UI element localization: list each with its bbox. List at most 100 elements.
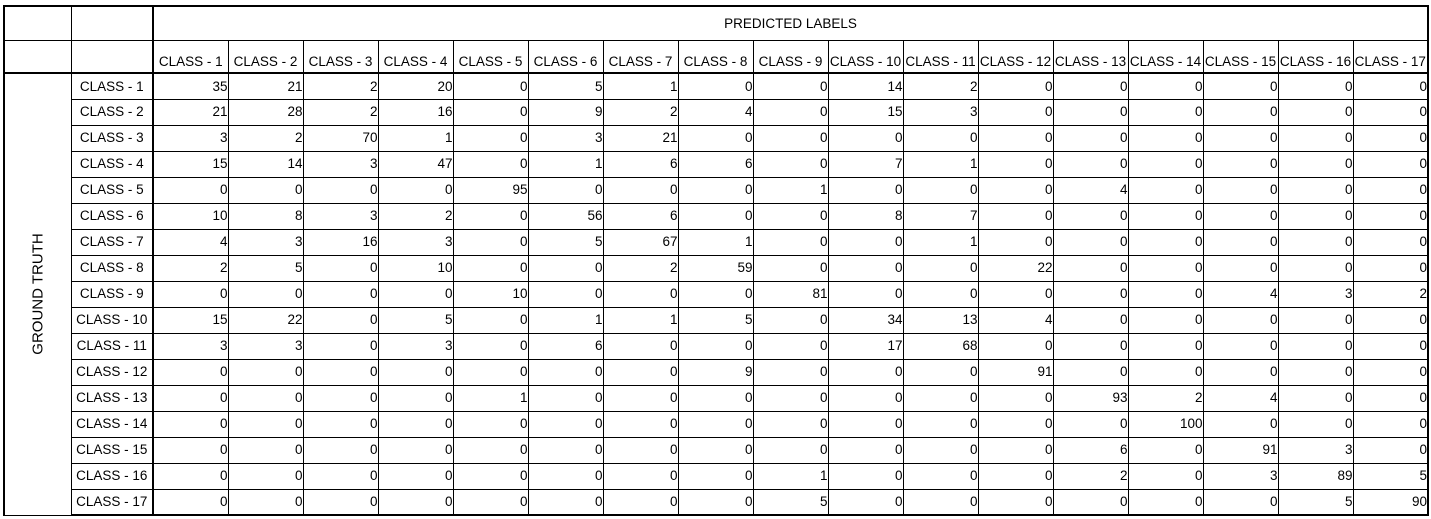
matrix-value-cell: 1 bbox=[453, 385, 529, 412]
matrix-value-cell: 0 bbox=[1353, 411, 1429, 438]
matrix-value-cell: 0 bbox=[1053, 489, 1129, 516]
matrix-value-cell: 0 bbox=[978, 333, 1054, 360]
matrix-value-cell: 0 bbox=[1278, 255, 1354, 282]
row-header: CLASS - 6 bbox=[71, 203, 154, 230]
row-header: CLASS - 10 bbox=[71, 307, 154, 334]
matrix-value-cell: 21 bbox=[603, 125, 679, 152]
matrix-value-cell: 91 bbox=[978, 359, 1054, 386]
matrix-value-cell: 0 bbox=[1353, 151, 1429, 178]
matrix-value-cell: 0 bbox=[978, 203, 1054, 230]
matrix-value-cell: 2 bbox=[153, 255, 229, 282]
matrix-value-cell: 0 bbox=[1203, 359, 1279, 386]
matrix-value-cell: 0 bbox=[903, 177, 979, 204]
matrix-value-cell: 0 bbox=[678, 73, 754, 100]
matrix-value-cell: 0 bbox=[528, 385, 604, 412]
matrix-value-cell: 2 bbox=[603, 255, 679, 282]
matrix-value-cell: 0 bbox=[1203, 125, 1279, 152]
matrix-value-cell: 0 bbox=[1353, 125, 1429, 152]
matrix-value-cell: 0 bbox=[1203, 255, 1279, 282]
matrix-value-cell: 0 bbox=[453, 151, 529, 178]
matrix-value-cell: 0 bbox=[678, 385, 754, 412]
matrix-value-cell: 0 bbox=[1128, 229, 1204, 256]
matrix-value-cell: 0 bbox=[603, 333, 679, 360]
matrix-value-cell: 89 bbox=[1278, 463, 1354, 490]
matrix-value-cell: 1 bbox=[528, 151, 604, 178]
matrix-value-cell: 0 bbox=[228, 463, 304, 490]
matrix-value-cell: 3 bbox=[303, 151, 379, 178]
matrix-value-cell: 0 bbox=[753, 229, 829, 256]
matrix-value-cell: 0 bbox=[1353, 437, 1429, 464]
matrix-value-cell: 0 bbox=[453, 203, 529, 230]
matrix-value-cell: 0 bbox=[228, 437, 304, 464]
matrix-value-cell: 0 bbox=[828, 411, 904, 438]
row-header: CLASS - 8 bbox=[71, 255, 154, 282]
matrix-value-cell: 6 bbox=[603, 151, 679, 178]
column-header: CLASS - 10 bbox=[828, 40, 904, 74]
matrix-value-cell: 0 bbox=[603, 281, 679, 308]
matrix-value-cell: 0 bbox=[903, 489, 979, 516]
matrix-value-cell: 16 bbox=[303, 229, 379, 256]
row-header: CLASS - 7 bbox=[71, 229, 154, 256]
matrix-value-cell: 0 bbox=[978, 489, 1054, 516]
matrix-value-cell: 15 bbox=[828, 99, 904, 126]
matrix-value-cell: 4 bbox=[1053, 177, 1129, 204]
matrix-value-cell: 0 bbox=[528, 359, 604, 386]
matrix-value-cell: 0 bbox=[603, 177, 679, 204]
matrix-value-cell: 0 bbox=[903, 359, 979, 386]
matrix-value-cell: 0 bbox=[1128, 307, 1204, 334]
matrix-value-cell: 0 bbox=[828, 359, 904, 386]
matrix-value-cell: 0 bbox=[828, 177, 904, 204]
matrix-value-cell: 13 bbox=[903, 307, 979, 334]
matrix-value-cell: 3 bbox=[1203, 463, 1279, 490]
row-header: CLASS - 11 bbox=[71, 333, 154, 360]
matrix-value-cell: 0 bbox=[828, 255, 904, 282]
matrix-value-cell: 0 bbox=[303, 177, 379, 204]
matrix-value-cell: 0 bbox=[303, 463, 379, 490]
matrix-value-cell: 0 bbox=[1203, 203, 1279, 230]
matrix-value-cell: 0 bbox=[303, 307, 379, 334]
matrix-value-cell: 0 bbox=[1128, 437, 1204, 464]
matrix-value-cell: 0 bbox=[1053, 73, 1129, 100]
matrix-value-cell: 0 bbox=[153, 489, 229, 516]
matrix-value-cell: 0 bbox=[678, 411, 754, 438]
matrix-value-cell: 3 bbox=[528, 125, 604, 152]
matrix-value-cell: 7 bbox=[828, 151, 904, 178]
matrix-value-cell: 5 bbox=[528, 229, 604, 256]
matrix-value-cell: 0 bbox=[1128, 177, 1204, 204]
matrix-value-cell: 4 bbox=[1203, 281, 1279, 308]
matrix-value-cell: 0 bbox=[528, 255, 604, 282]
matrix-value-cell: 0 bbox=[1353, 385, 1429, 412]
matrix-value-cell: 5 bbox=[1278, 489, 1354, 516]
matrix-value-cell: 6 bbox=[678, 151, 754, 178]
matrix-value-cell: 0 bbox=[903, 281, 979, 308]
matrix-value-cell: 0 bbox=[678, 437, 754, 464]
matrix-value-cell: 1 bbox=[903, 151, 979, 178]
matrix-value-cell: 2 bbox=[1128, 385, 1204, 412]
ground-truth-label: GROUND TRUTH bbox=[29, 233, 47, 355]
matrix-value-cell: 0 bbox=[153, 177, 229, 204]
column-header: CLASS - 17 bbox=[1353, 40, 1429, 74]
matrix-value-cell: 95 bbox=[453, 177, 529, 204]
matrix-value-cell: 0 bbox=[1353, 255, 1429, 282]
matrix-value-cell: 0 bbox=[453, 333, 529, 360]
matrix-value-cell: 0 bbox=[753, 333, 829, 360]
matrix-value-cell: 0 bbox=[1053, 151, 1129, 178]
matrix-value-cell: 0 bbox=[528, 437, 604, 464]
matrix-value-cell: 0 bbox=[378, 489, 454, 516]
matrix-value-cell: 0 bbox=[1053, 411, 1129, 438]
column-header: CLASS - 12 bbox=[978, 40, 1054, 74]
matrix-value-cell: 0 bbox=[1053, 255, 1129, 282]
matrix-value-cell: 0 bbox=[378, 437, 454, 464]
matrix-value-cell: 0 bbox=[453, 99, 529, 126]
matrix-value-cell: 0 bbox=[978, 437, 1054, 464]
matrix-value-cell: 0 bbox=[1353, 229, 1429, 256]
matrix-value-cell: 0 bbox=[453, 73, 529, 100]
matrix-value-cell: 0 bbox=[303, 437, 379, 464]
matrix-value-cell: 0 bbox=[1128, 151, 1204, 178]
matrix-value-cell: 0 bbox=[903, 125, 979, 152]
matrix-value-cell: 2 bbox=[228, 125, 304, 152]
matrix-value-cell: 0 bbox=[1278, 73, 1354, 100]
matrix-value-cell: 0 bbox=[1203, 177, 1279, 204]
matrix-value-cell: 3 bbox=[228, 333, 304, 360]
